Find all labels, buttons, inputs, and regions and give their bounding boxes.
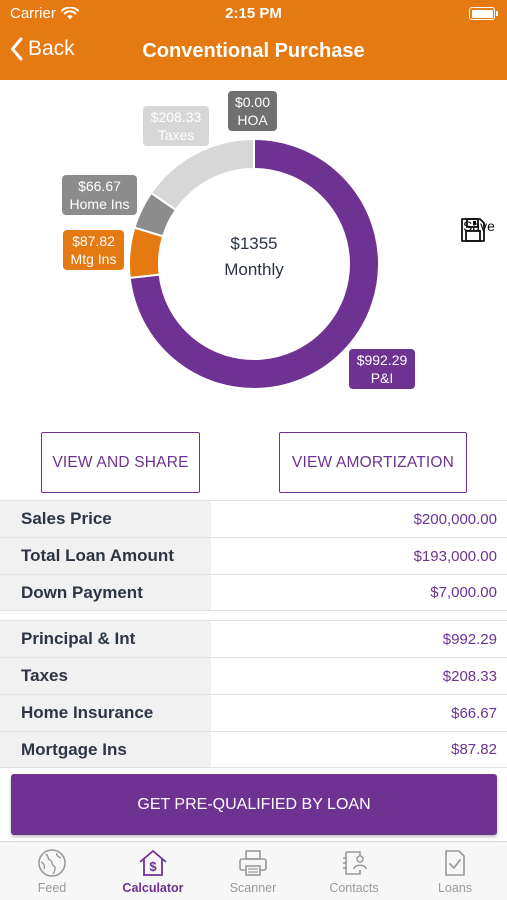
- status-bar: Carrier 2:15 PM: [0, 0, 507, 28]
- table-row: Sales Price $200,000.00: [0, 500, 507, 537]
- top-bar: Carrier 2:15 PM Back Conventional Purcha…: [0, 0, 507, 80]
- globe-icon: [38, 849, 66, 877]
- svg-text:$: $: [149, 859, 157, 874]
- table-row: Down Payment $7,000.00: [0, 574, 507, 611]
- slice-label: Taxes: [157, 127, 195, 143]
- tab-label: Scanner: [229, 881, 277, 895]
- tab-label: Feed: [37, 881, 67, 895]
- page-title: Conventional Purchase: [142, 40, 365, 62]
- slice-amount: $87.82: [72, 233, 115, 249]
- chevron-left-icon: [11, 37, 23, 61]
- table-row: Total Loan Amount $193,000.00: [0, 537, 507, 574]
- row-value: $200,000.00: [413, 510, 497, 528]
- save-button[interactable]: Save: [459, 216, 499, 242]
- back-label: Back: [28, 37, 75, 60]
- row-label: Total Loan Amount: [0, 538, 211, 574]
- row-label: Sales Price: [0, 501, 211, 537]
- donut-slice-p-i: [128, 137, 380, 390]
- payment-breakdown-chart: $1355 Monthly $0.00 HOA $208.33 Taxes $6…: [0, 80, 507, 420]
- slice-amount: $66.67: [78, 178, 121, 194]
- table-row: Mortgage Ins $87.82: [0, 731, 507, 768]
- slice-label: HOA: [237, 112, 268, 128]
- view-amortization-button[interactable]: VIEW AMORTIZATION: [279, 432, 467, 493]
- row-value: $87.82: [451, 741, 497, 758]
- printer-icon: [239, 850, 267, 876]
- row-label: Taxes: [0, 658, 211, 694]
- table-row: Home Insurance $66.67: [0, 694, 507, 731]
- floppy-disk-icon: [461, 218, 485, 242]
- chart-center-label: Monthly: [224, 260, 284, 279]
- row-label: Principal & Int: [0, 621, 211, 657]
- get-pre-qualified-button[interactable]: GET PRE-QUALIFIED BY LOAN: [11, 774, 497, 835]
- tab-loans[interactable]: Loans: [415, 848, 495, 895]
- slice-tag-home-ins: $66.67 Home Ins: [62, 175, 137, 215]
- row-value: $7,000.00: [430, 584, 497, 601]
- tab-contacts[interactable]: Contacts: [314, 848, 394, 895]
- slice-tag-p-and-i: $992.29 P&I: [349, 349, 415, 389]
- tab-label: Contacts: [329, 881, 379, 895]
- slice-label: Mtg Ins: [70, 251, 117, 267]
- slice-label: Home Ins: [69, 196, 130, 212]
- slice-tag-taxes: $208.33 Taxes: [143, 106, 209, 146]
- row-value: $66.67: [451, 704, 497, 722]
- table-row: Principal & Int $992.29: [0, 620, 507, 657]
- document-check-icon: [445, 850, 465, 876]
- row-value: $992.29: [442, 630, 497, 648]
- row-label: Home Insurance: [0, 695, 211, 731]
- chart-center-amount: $1355: [230, 234, 278, 253]
- slice-tag-hoa: $0.00 HOA: [228, 91, 277, 131]
- tab-bar: Feed $ Calculator Scanner Contacts: [0, 841, 507, 900]
- battery-icon: [469, 7, 498, 20]
- carrier-indicator: Carrier: [10, 5, 79, 22]
- contacts-icon: [343, 851, 367, 875]
- status-time: 2:15 PM: [225, 5, 282, 22]
- wifi-icon: [60, 7, 79, 20]
- row-value: $208.33: [442, 667, 497, 685]
- tab-calculator[interactable]: $ Calculator: [113, 848, 193, 895]
- row-value: $193,000.00: [413, 547, 497, 565]
- slice-amount: $992.29: [356, 352, 408, 368]
- loan-summary-table: Sales Price $200,000.00 Total Loan Amoun…: [0, 500, 507, 611]
- tab-feed[interactable]: Feed: [12, 848, 92, 895]
- slice-tag-mtg-ins: $87.82 Mtg Ins: [63, 230, 124, 270]
- tab-scanner[interactable]: Scanner: [213, 848, 293, 895]
- slice-amount: $208.33: [150, 109, 202, 125]
- donut-chart: [128, 137, 380, 390]
- carrier-label: Carrier: [10, 5, 56, 22]
- table-row: Taxes $208.33: [0, 657, 507, 694]
- view-and-share-button[interactable]: VIEW AND SHARE: [41, 432, 200, 493]
- tab-label: Loans: [437, 881, 473, 895]
- donut-slice-taxes: [149, 137, 255, 212]
- monthly-breakdown-table: Principal & Int $992.29 Taxes $208.33 Ho…: [0, 620, 507, 768]
- slice-amount: $0.00: [234, 94, 271, 110]
- save-label: Save: [463, 218, 495, 234]
- row-label: Mortgage Ins: [0, 732, 211, 767]
- slice-label: P&I: [370, 370, 394, 386]
- calculator-house-icon: $: [139, 850, 167, 876]
- tab-label: Calculator: [122, 881, 184, 895]
- row-label: Down Payment: [0, 575, 211, 610]
- back-button[interactable]: Back: [10, 37, 75, 61]
